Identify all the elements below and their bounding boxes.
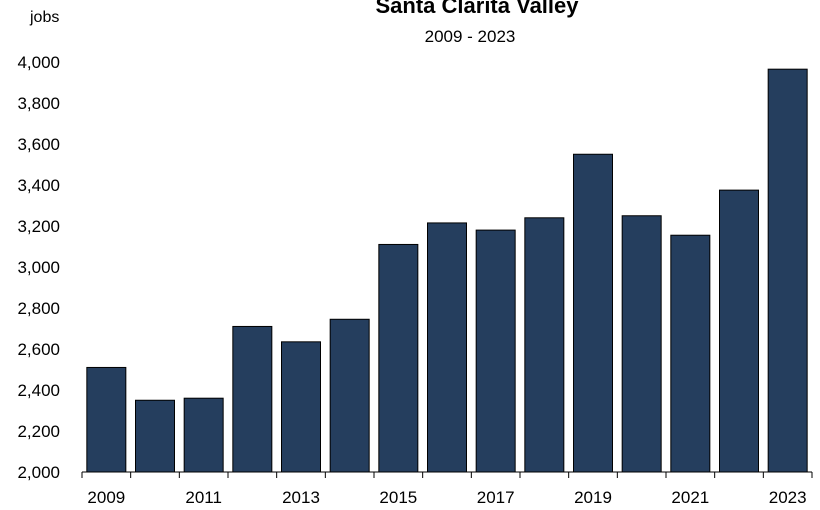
bar-2016	[427, 222, 467, 473]
x-tick-label: 2013	[282, 488, 320, 507]
bar-2011	[183, 397, 224, 473]
y-tick-label: 3,800	[17, 94, 60, 113]
y-tick-label: 2,600	[17, 340, 60, 359]
y-tick-label: 2,800	[17, 299, 60, 318]
bar-2021	[670, 234, 711, 473]
x-axis-ticks: 2009 2011 2013 2015 2017 2019 2021 2023	[81, 472, 813, 507]
y-tick-label: 2,400	[17, 381, 60, 400]
bar-2013	[281, 341, 321, 473]
bar-2010	[135, 399, 175, 473]
bar-2020	[621, 215, 662, 473]
y-tick-label: 2,200	[17, 422, 60, 441]
bar-2023	[767, 68, 808, 473]
bar-2017	[475, 229, 516, 473]
y-tick-label: 2,000	[17, 463, 60, 482]
bar-2014	[329, 318, 370, 473]
y-tick-label: 3,200	[17, 217, 60, 236]
bar-2022	[719, 189, 759, 473]
x-tick-label: 2021	[671, 488, 709, 507]
bars-group	[86, 68, 808, 473]
y-tick-label: 3,600	[17, 135, 60, 154]
bar-2018	[524, 217, 565, 473]
x-tick-label: 2019	[574, 488, 612, 507]
x-tick-label: 2011	[185, 488, 222, 507]
x-tick-label: 2015	[379, 488, 417, 507]
bar-2012	[232, 325, 273, 473]
y-tick-label: 4,000	[17, 53, 60, 72]
x-tick-label: 2023	[769, 488, 807, 507]
x-tick-label: 2017	[477, 488, 515, 507]
y-tick-label: 3,400	[17, 176, 60, 195]
bar-2019	[573, 153, 613, 473]
bar-2015	[378, 243, 419, 473]
bar-2009	[86, 366, 127, 473]
y-axis-label: jobs	[29, 9, 59, 26]
y-tick-label: 3,000	[17, 258, 60, 277]
x-tick-label: 2009	[87, 488, 125, 507]
y-axis-ticks: 2,000 2,200 2,400 2,600 2,800 3,000 3,200 3,400…	[17, 53, 60, 482]
chart-title: Santa Clarita Valley	[376, 0, 580, 18]
chart-subtitle: 2009 - 2023	[425, 27, 516, 46]
